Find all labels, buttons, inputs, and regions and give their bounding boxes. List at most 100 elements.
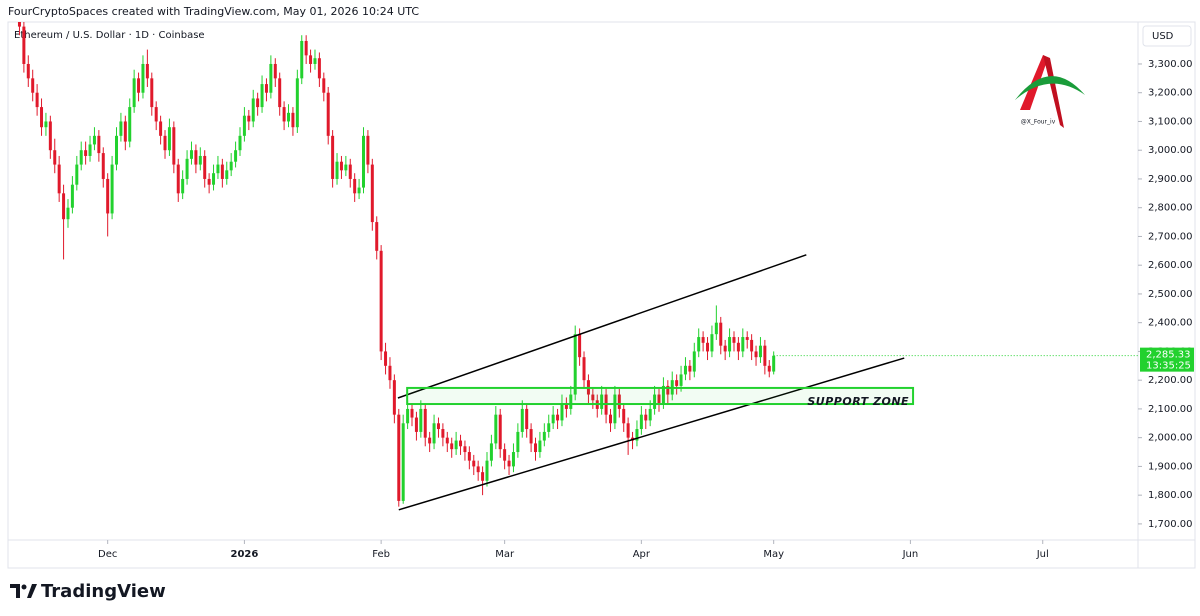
y-tick-label: 2,200.00: [1148, 375, 1193, 386]
y-tick-label: 1,800.00: [1148, 490, 1193, 501]
candle-body: [167, 127, 171, 151]
candle-body: [511, 452, 515, 467]
candle-body: [370, 164, 374, 223]
candle-body: [88, 144, 92, 156]
trend-line: [398, 357, 905, 511]
candle-body: [119, 121, 123, 136]
candle-body: [622, 408, 626, 424]
candle-body: [653, 394, 657, 409]
candle-body: [617, 394, 621, 409]
candle-body: [282, 107, 286, 122]
candle-body: [675, 380, 679, 386]
candle-body: [516, 431, 520, 453]
candle-body: [154, 107, 158, 122]
candle-body: [754, 351, 758, 358]
candle-body: [459, 440, 463, 447]
x-tick-label: Feb: [372, 549, 390, 560]
candle-body: [322, 78, 326, 93]
candle-body: [732, 337, 736, 343]
logo-stroke: [1043, 55, 1064, 128]
currency[interactable]: USD: [1152, 31, 1174, 42]
candle-body: [300, 40, 304, 79]
candle-body: [489, 443, 493, 461]
candle-body: [106, 178, 110, 214]
currency-box[interactable]: [1142, 25, 1192, 47]
candle-body: [203, 155, 207, 179]
candle-body: [194, 150, 198, 165]
countdown: 13:35:25: [1146, 361, 1191, 372]
candle-body: [750, 339, 754, 352]
brand-icon: [27, 584, 37, 598]
candle-body: [150, 78, 154, 108]
candle-body: [295, 78, 299, 128]
candle-body: [163, 135, 167, 151]
candle-body: [339, 161, 343, 171]
candle-body: [745, 337, 749, 340]
candle-body: [736, 342, 740, 352]
candle-body: [688, 365, 692, 372]
candle-body: [185, 158, 189, 179]
candle-body: [432, 423, 436, 444]
plot: SUPPORT ZONE: [17, 22, 915, 511]
candle-body: [115, 135, 119, 165]
candle-body: [608, 414, 612, 424]
watermark-logo: [1015, 55, 1085, 128]
candle-body: [463, 446, 467, 453]
candle-body: [569, 394, 573, 409]
candle-body: [573, 334, 577, 395]
candle-body: [260, 84, 264, 108]
candle-body: [441, 429, 445, 438]
candle-body: [401, 423, 405, 501]
candle-body: [273, 63, 277, 79]
candle-body: [317, 58, 321, 79]
candle-body: [423, 408, 427, 438]
support-zone-label: SUPPORT ZONE: [807, 395, 909, 408]
candle-body: [542, 431, 546, 441]
plot-frame: [7, 21, 1139, 541]
candle-body: [92, 135, 96, 145]
brand-icon: [10, 584, 20, 598]
candle-body: [560, 403, 564, 421]
x-tick-label: Jun: [902, 549, 919, 560]
candle-body: [379, 250, 383, 352]
candle-body: [494, 414, 498, 444]
candle-body: [375, 222, 379, 251]
candle-body: [145, 63, 149, 79]
support-zone: [406, 386, 915, 406]
logo-swoosh: [1015, 76, 1085, 100]
watermark-text: @X_Four_iv: [1021, 119, 1056, 126]
candle-body: [79, 150, 83, 165]
candle-body: [445, 437, 449, 444]
candle-body: [331, 135, 335, 179]
candle-body: [361, 135, 365, 188]
candle-body: [132, 78, 136, 108]
candle-body: [683, 365, 687, 375]
candle-body: [256, 98, 260, 108]
candle-body: [101, 153, 105, 179]
x-tick-label: 2026: [230, 549, 258, 560]
candle-body: [741, 337, 745, 352]
last-price-box: [1140, 347, 1194, 372]
candle-body: [291, 112, 295, 128]
candle-body: [529, 429, 533, 444]
y-tick-label: 3,100.00: [1148, 116, 1193, 127]
y-tick-label: 1,900.00: [1148, 461, 1193, 472]
candle-body: [207, 178, 211, 185]
candle-body: [538, 440, 542, 453]
candle-body: [772, 355, 776, 372]
y-tick-label: 1,700.00: [1148, 519, 1193, 530]
candle-body: [251, 98, 255, 122]
y-tick-label: 2,400.00: [1148, 318, 1193, 329]
candle-body: [189, 150, 193, 159]
candle-body: [666, 385, 670, 395]
candle-body: [467, 452, 471, 461]
candle-body: [419, 408, 423, 432]
x-tick-label: Apr: [633, 549, 651, 560]
candle-body: [229, 161, 233, 171]
candle-body: [679, 374, 683, 386]
candle-body: [40, 107, 44, 128]
candle-body: [353, 178, 357, 194]
candle-body: [626, 423, 630, 438]
candle-body: [582, 357, 586, 381]
candle-body: [472, 460, 476, 467]
